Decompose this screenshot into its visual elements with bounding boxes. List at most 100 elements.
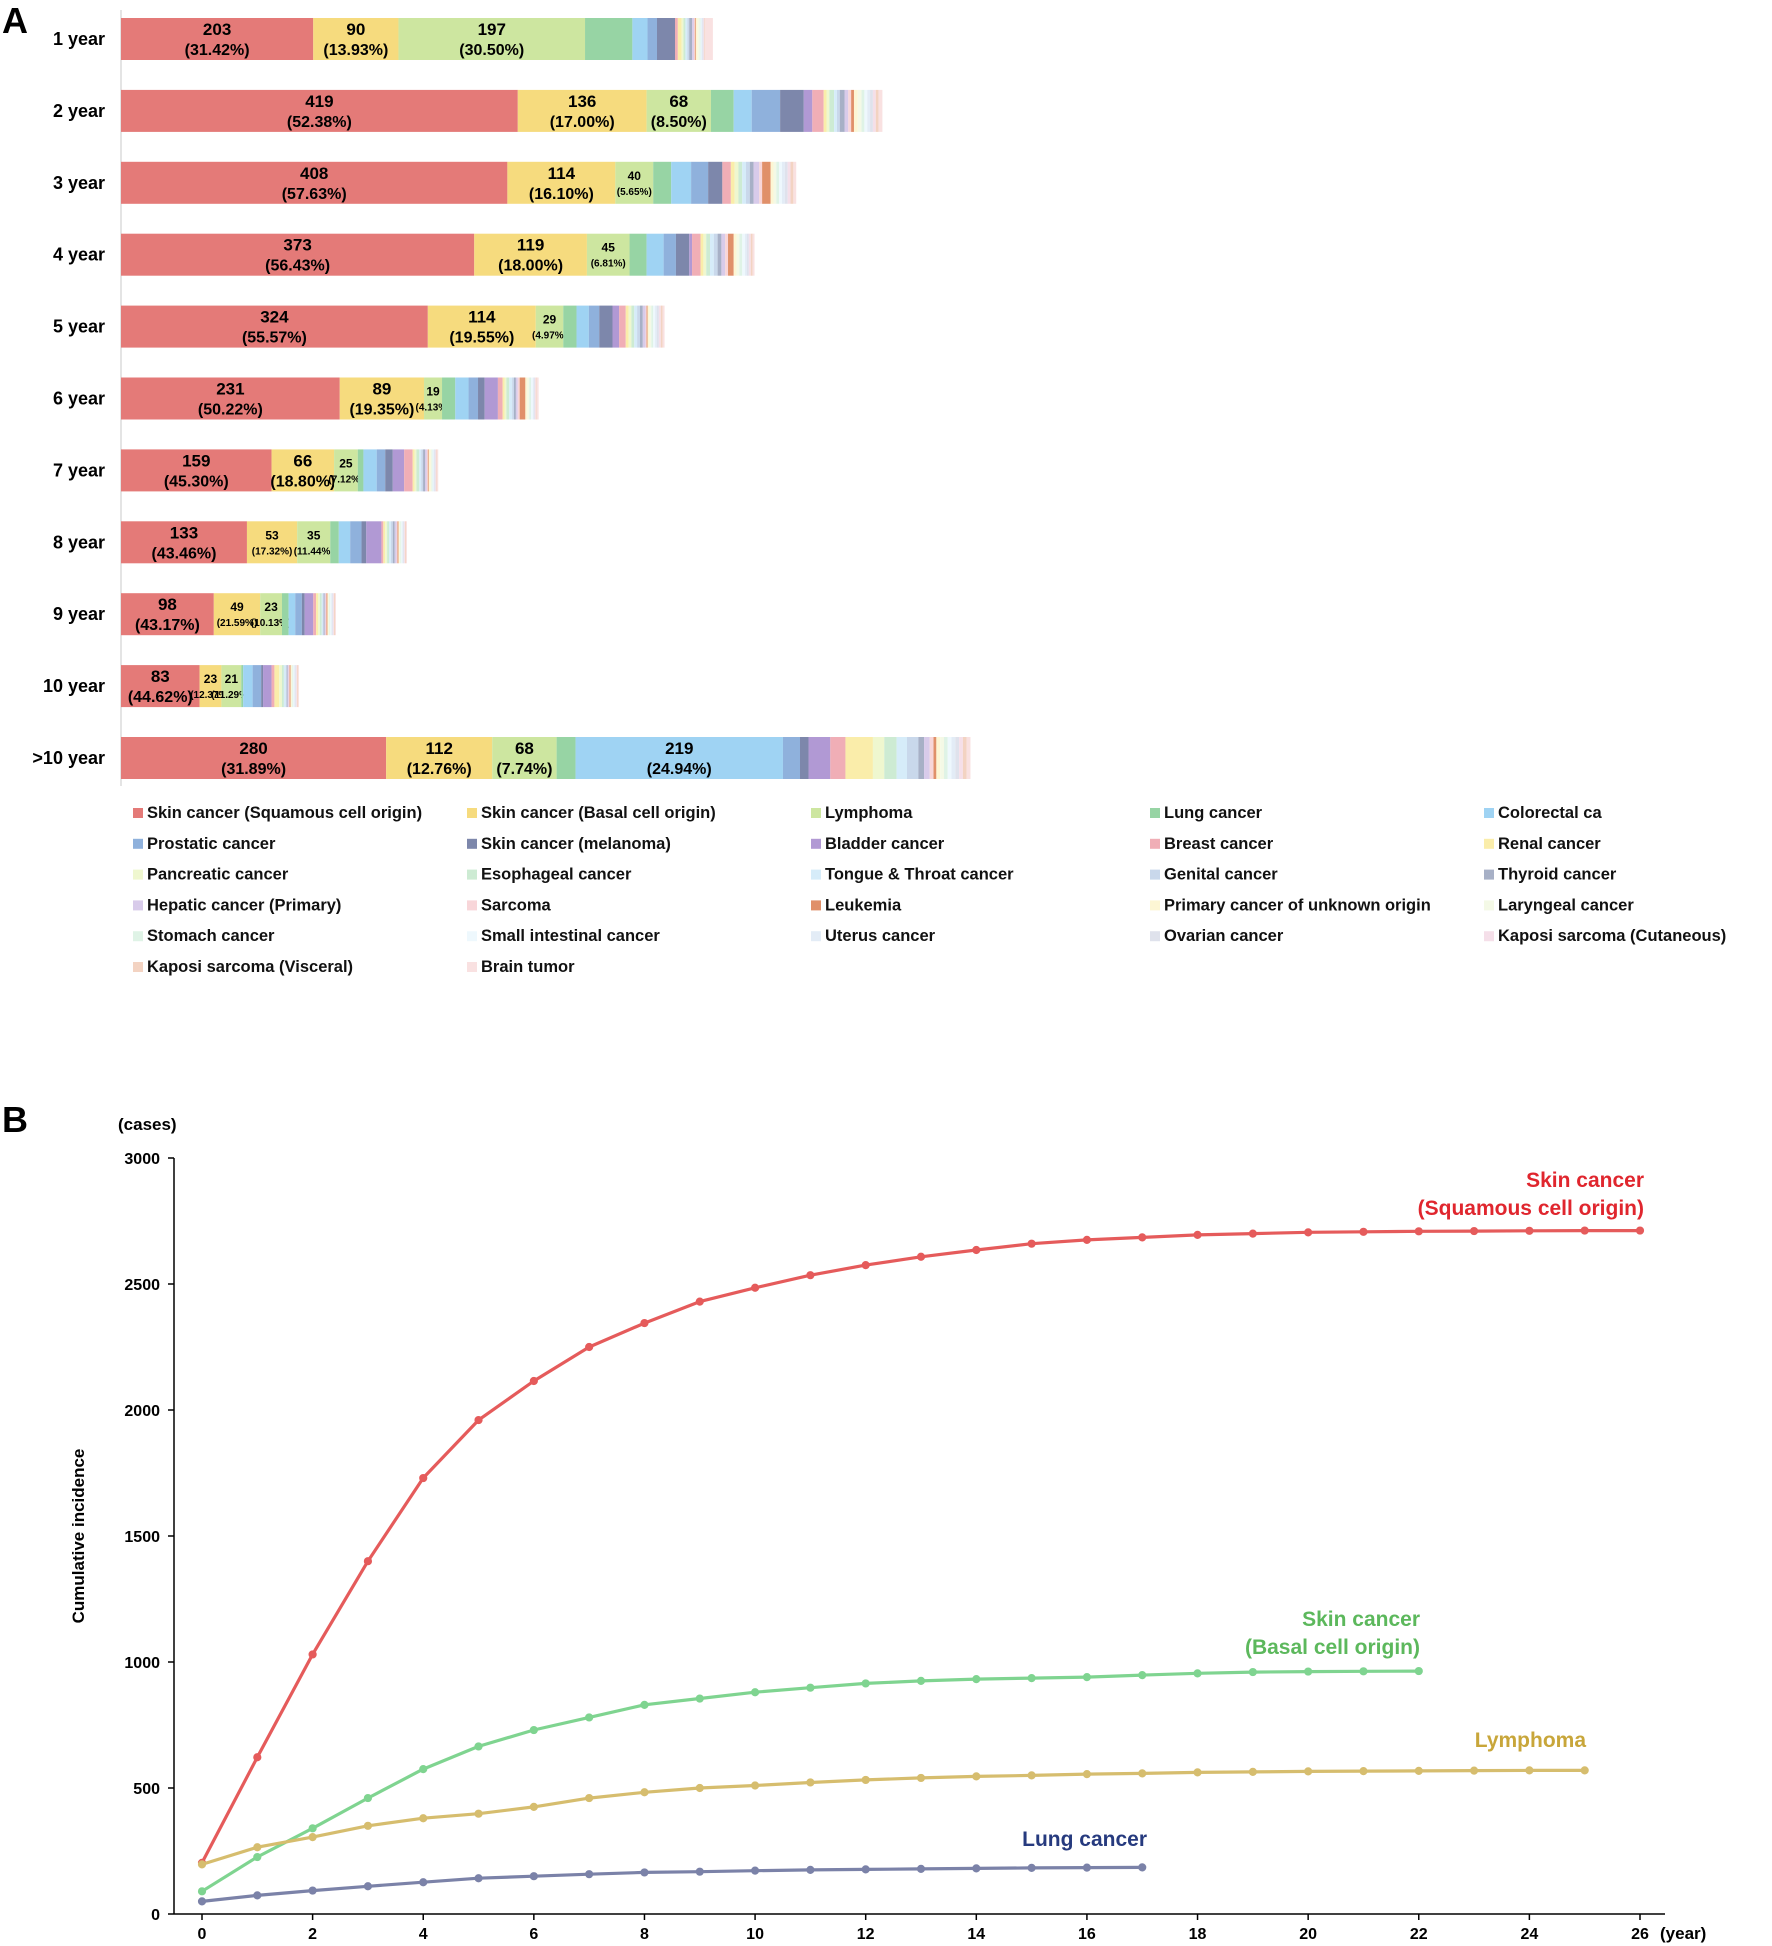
data-point xyxy=(695,1297,704,1306)
row-label-3-year: 3 year xyxy=(53,173,105,193)
row-label-1-year: 1 year xyxy=(53,29,105,49)
bar-segment-renal-cancer xyxy=(316,593,318,636)
bar-segment-small-intestinal-cancer xyxy=(779,161,783,204)
legend-entry-thyroid-cancer: Thyroid cancer xyxy=(1498,866,1617,884)
bar-segment-small-intestinal-cancer xyxy=(742,233,746,276)
data-point xyxy=(197,1887,207,1896)
bar-segment-lymphoma xyxy=(615,161,654,204)
bar-segment-kaposi-sarcoma-cutaneous xyxy=(703,18,705,60)
bar-segment-renal-cancer xyxy=(502,377,505,420)
data-point xyxy=(916,1252,926,1261)
bar-segment-thyroid-cancer xyxy=(717,233,722,276)
bar-segment-tongue-throat-cancer xyxy=(710,233,714,276)
bar-segment-brain-tumor xyxy=(406,521,407,564)
bar-segment-breast-cancer xyxy=(271,665,275,708)
legend-entry-genital-cancer: Genital cancer xyxy=(1164,866,1278,884)
bar-segment-prostatic-cancer xyxy=(751,89,781,132)
data-label-percent: (16.10%) xyxy=(529,186,594,203)
legend-entry-lung-cancer: Lung cancer xyxy=(1164,804,1263,822)
data-point xyxy=(1138,1769,1147,1778)
bar-segment-kaposi-sarcoma-visceral xyxy=(405,521,407,564)
bar-segment-stomach-cancer xyxy=(329,593,331,636)
bar-segment-primary-cancer-of-unknown-origin xyxy=(398,521,400,564)
data-point xyxy=(1027,1674,1036,1683)
data-point xyxy=(640,1868,649,1877)
chart-legend: Skin cancer (Squamous cell origin) Skin c… xyxy=(133,804,1726,976)
bar-segment-bladder-cancer xyxy=(484,377,498,420)
legend-entry-brain-tumor: Brain tumor xyxy=(481,958,575,976)
series-line-skin-cancer-squamous-cell-origin xyxy=(200,1228,1640,1864)
data-label-value: 219 xyxy=(665,739,693,758)
bar-segment-kaposi-sarcoma-visceral xyxy=(660,305,663,348)
bar-segment-colorectal-ca xyxy=(632,18,648,60)
bar-segment-lung-cancer xyxy=(281,593,289,636)
data-label-value: 29 xyxy=(543,313,557,327)
data-point xyxy=(806,1865,815,1875)
legend-swatch-uterus-cancer xyxy=(811,931,821,942)
bar-segment-thyroid-cancer xyxy=(749,161,754,204)
bar-segment-hepatic-cancer-primary xyxy=(924,737,930,779)
data-label-percent: (6.81%) xyxy=(591,259,626,270)
x-tick-label: 6 xyxy=(529,1926,538,1943)
data-point xyxy=(253,1891,262,1900)
bar-segment-prostatic-cancer xyxy=(663,233,676,276)
y-unit-label: (cases) xyxy=(118,1115,177,1134)
bar-segment-renal-cancer xyxy=(383,521,386,564)
data-label-percent: (19.35%) xyxy=(349,402,414,419)
data-label-percent: (12.76%) xyxy=(407,761,472,778)
bar-segment-primary-cancer-of-unknown-origin xyxy=(936,737,941,779)
x-tick-label: 20 xyxy=(1299,1926,1317,1943)
bar-segment-bladder-cancer xyxy=(263,665,272,708)
data-point xyxy=(972,1675,981,1684)
bar-segment-skin-cancer-melanoma xyxy=(301,593,305,636)
bar-segment-leukemia xyxy=(397,521,399,564)
legend-entry-breast-cancer: Breast cancer xyxy=(1164,835,1274,853)
bar-segment-hepatic-cancer-primary xyxy=(287,665,289,708)
bar-segment-esophageal-cancer xyxy=(281,665,284,708)
bar-segment-kaposi-sarcoma-visceral xyxy=(704,18,706,60)
bar-segment-lung-cancer xyxy=(653,161,672,204)
y-tick-label: 1500 xyxy=(124,1529,160,1546)
data-label-percent: (21.59%) xyxy=(217,618,258,629)
data-point xyxy=(419,1473,428,1483)
legend-swatch-thyroid-cancer xyxy=(1484,869,1494,880)
bar-segment-ovarian-cancer xyxy=(870,89,873,132)
data-label-percent: (43.46%) xyxy=(152,545,217,562)
bar-segment-genital-cancer xyxy=(421,449,424,492)
bar-segment-skin-cancer-squamous-cell-origin xyxy=(121,377,340,420)
x-tick-label: 24 xyxy=(1520,1926,1538,1943)
bar-segment-skin-cancer-squamous-cell-origin xyxy=(121,233,475,276)
data-label-value: 133 xyxy=(170,523,198,542)
bar-segment-renal-cancer xyxy=(677,18,682,60)
bar-segment-skin-cancer-melanoma xyxy=(657,18,675,60)
bar-segment-skin-cancer-basal-cell-origin xyxy=(474,233,587,276)
legend-entry-tongue-throat-cancer: Tongue & Throat cancer xyxy=(825,866,1014,884)
bar-segment-skin-cancer-basal-cell-origin xyxy=(386,737,493,779)
bar-segment-small-intestinal-cancer xyxy=(330,593,332,636)
data-label-value: 68 xyxy=(515,739,534,758)
bar-segment-tongue-throat-cancer xyxy=(419,449,422,492)
bar-segment-kaposi-sarcoma-visceral xyxy=(297,665,299,708)
data-point xyxy=(1248,1667,1257,1677)
bar-segment-pancreatic-cancer xyxy=(681,18,684,60)
bar-segment-esophageal-cancer xyxy=(319,593,322,636)
data-point xyxy=(1359,1667,1368,1676)
bar-segment-small-intestinal-cancer xyxy=(700,18,702,60)
bar-segment-stomach-cancer xyxy=(400,521,402,564)
legend-entry-colorectal-ca: Colorectal ca xyxy=(1498,804,1602,822)
data-point xyxy=(861,1865,870,1874)
data-point xyxy=(1580,1226,1589,1235)
data-label-value: 373 xyxy=(283,236,311,255)
bar-segment-skin-cancer-squamous-cell-origin xyxy=(121,18,314,60)
bar-segment-small-intestinal-cancer xyxy=(864,89,868,132)
legend-swatch-bladder-cancer xyxy=(811,838,821,849)
legend-swatch-lung-cancer xyxy=(1150,808,1160,818)
bar-segment-laryngeal-cancer xyxy=(291,665,293,708)
bar-segment-kaposi-sarcoma-visceral xyxy=(535,377,537,420)
bar-segment-hepatic-cancer-primary xyxy=(394,521,397,564)
bar-segment-ovarian-cancer xyxy=(295,665,297,708)
bar-segment-brain-tumor xyxy=(536,377,539,420)
legend-entry-uterus-cancer: Uterus cancer xyxy=(825,927,936,945)
data-point xyxy=(197,1860,207,1869)
data-point xyxy=(1193,1230,1202,1239)
